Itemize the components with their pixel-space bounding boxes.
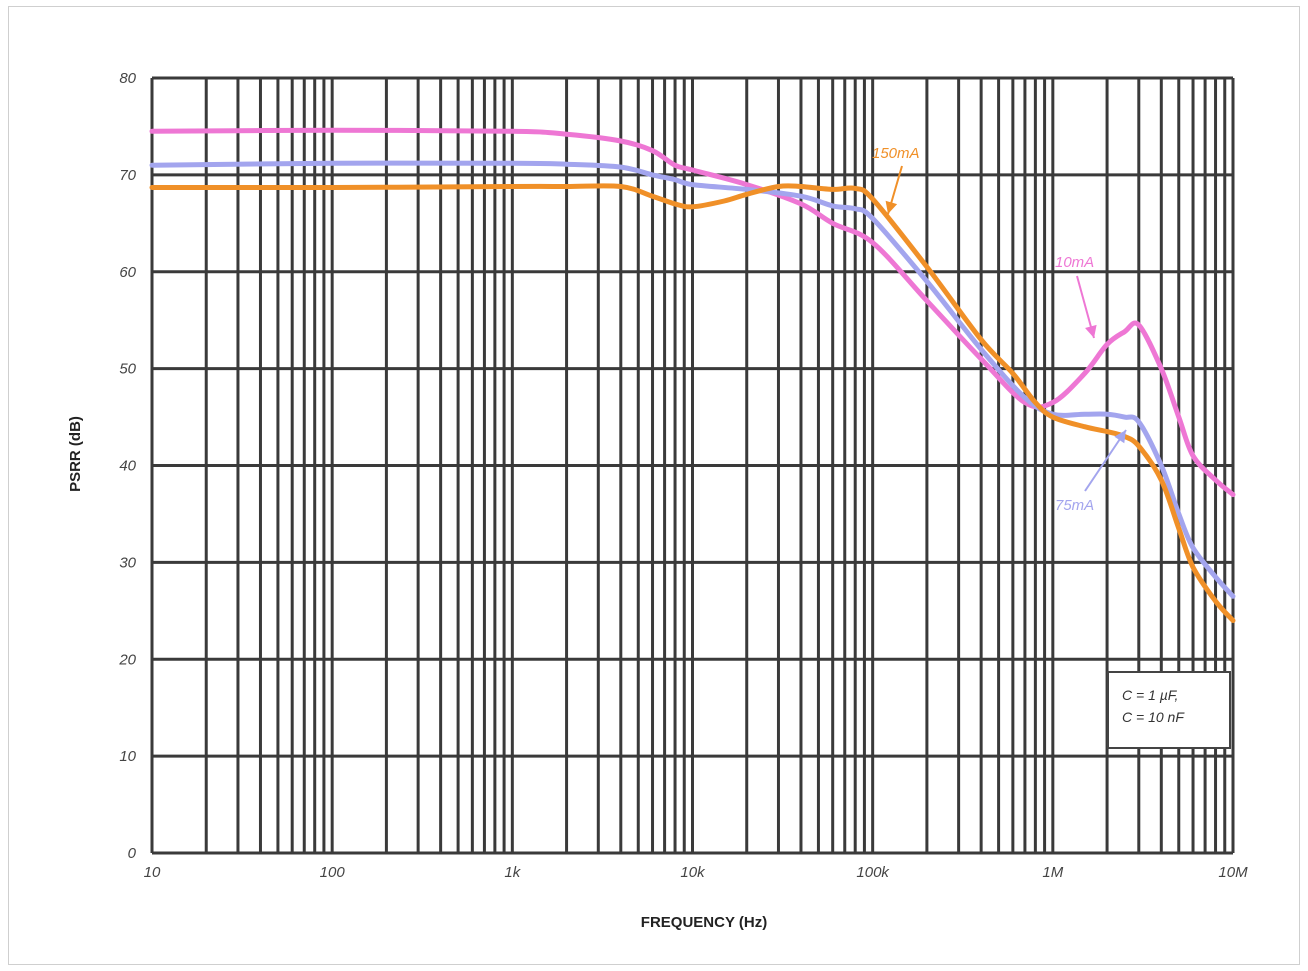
x-tick-label: 1k (504, 864, 521, 881)
note-line-1: C = 1 µF, (1122, 687, 1178, 703)
y-tick-label: 20 (118, 651, 136, 668)
annotation-layer: 150mA 10mA 75mA (872, 145, 1127, 514)
x-tick-label: 10k (680, 864, 706, 881)
note-box-frame (1107, 671, 1231, 749)
series-label-10ma: 10mA (1055, 254, 1094, 271)
y-tick-labels: 0 10 20 30 40 50 60 70 80 (118, 70, 136, 862)
y-tick-label: 40 (119, 458, 136, 475)
series-line-150ma (149, 183, 1236, 623)
x-tick-label: 1M (1042, 864, 1063, 881)
arrowhead-icon (1114, 430, 1126, 444)
x-tick-label: 100 (320, 864, 346, 881)
series-label-150ma: 150mA (872, 145, 920, 162)
note-line-2: C = 10 nF (1122, 709, 1185, 725)
y-tick-label: 50 (119, 361, 136, 378)
x-tick-label: 100k (856, 864, 890, 881)
y-tick-label: 0 (128, 845, 137, 862)
x-tick-label: 10M (1218, 864, 1248, 881)
y-tick-label: 60 (119, 264, 136, 281)
y-tick-label: 30 (119, 554, 136, 571)
series-label-75ma: 75mA (1055, 497, 1094, 514)
y-tick-label: 10 (119, 748, 136, 765)
series-line-75ma (149, 160, 1236, 599)
y-tick-label: 80 (119, 70, 136, 87)
y-axis-title: PSRR (dB) (67, 416, 84, 492)
x-tick-label: 10 (144, 864, 161, 881)
x-axis-title: FREQUENCY (Hz) (641, 914, 767, 931)
arrowhead-icon (1085, 324, 1097, 338)
series-layer (149, 127, 1236, 623)
arrowhead-icon (885, 200, 898, 214)
series-line-10ma (149, 127, 1236, 498)
note-box: C = 1 µF, C = 10 nF (1107, 671, 1231, 749)
y-tick-label: 70 (119, 167, 136, 184)
annotation-arrow-line (1084, 429, 1127, 492)
major-grid (150, 76, 1235, 855)
x-tick-labels: 10 100 1k 10k 100k 1M 10M (144, 864, 1248, 881)
